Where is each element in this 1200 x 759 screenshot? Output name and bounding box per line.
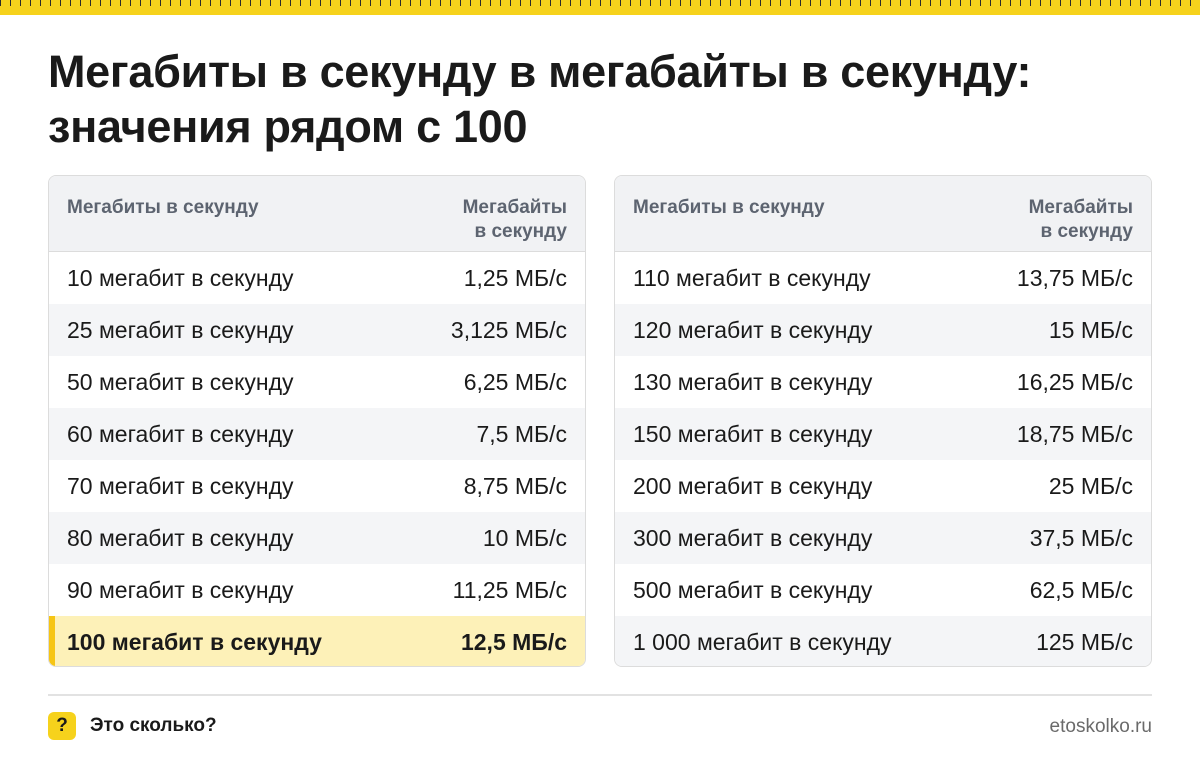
- question-icon: ?: [48, 712, 76, 740]
- page-title: Мегабиты в секунду в мегабайты в секунду…: [48, 46, 1032, 152]
- cell-mbyte: 11,25 МБ/с: [452, 576, 567, 603]
- header-mbyte: Мегабайты в секунду: [1028, 197, 1133, 242]
- table-row: 110 мегабит в секунду 13,75 МБ/с: [615, 252, 1151, 304]
- header-mbit: Мегабиты в секунду: [67, 197, 259, 218]
- cell-mbit: 60 мегабит в секунду: [67, 420, 294, 447]
- cell-mbit: 500 мегабит в секунду: [633, 576, 873, 603]
- table-header: Мегабиты в секунду Мегабайты в секунду: [615, 176, 1151, 252]
- cell-mbyte: 6,25 МБ/с: [463, 368, 567, 395]
- table-header: Мегабиты в секунду Мегабайты в секунду: [49, 176, 585, 252]
- cell-mbit: 130 мегабит в секунду: [633, 368, 873, 395]
- cell-mbyte: 8,75 МБ/с: [463, 472, 567, 499]
- table-row: 1 000 мегабит в секунду 125 МБ/с: [615, 616, 1151, 666]
- table-row: 120 мегабит в секунду 15 МБ/с: [615, 304, 1151, 356]
- cell-mbit: 150 мегабит в секунду: [633, 420, 873, 447]
- cell-mbyte: 25 МБ/с: [1048, 472, 1133, 499]
- table-row: 300 мегабит в секунду 37,5 МБ/с: [615, 512, 1151, 564]
- cell-mbyte: 15 МБ/с: [1048, 316, 1133, 343]
- table-row: 70 мегабит в секунду 8,75 МБ/с: [49, 460, 585, 512]
- conversion-table-left: Мегабиты в секунду Мегабайты в секунду 1…: [48, 175, 586, 667]
- cell-mbyte: 12,5 МБ/с: [460, 628, 567, 655]
- cell-mbit: 120 мегабит в секунду: [633, 316, 873, 343]
- cell-mbyte: 7,5 МБ/с: [476, 420, 567, 447]
- header-mbit: Мегабиты в секунду: [633, 197, 825, 218]
- cell-mbit: 10 мегабит в секунду: [67, 264, 294, 291]
- cell-mbit: 1 000 мегабит в секунду: [633, 628, 892, 655]
- cell-mbit: 110 мегабит в секунду: [633, 264, 871, 291]
- cell-mbit: 90 мегабит в секунду: [67, 576, 294, 603]
- brand-name: Это сколько?: [90, 715, 217, 736]
- table-row: 130 мегабит в секунду 16,25 МБ/с: [615, 356, 1151, 408]
- cell-mbyte: 16,25 МБ/с: [1016, 368, 1133, 395]
- table-row: 200 мегабит в секунду 25 МБ/с: [615, 460, 1151, 512]
- cell-mbit: 100 мегабит в секунду: [67, 628, 322, 655]
- table-row: 60 мегабит в секунду 7,5 МБ/с: [49, 408, 585, 460]
- cell-mbyte: 1,25 МБ/с: [463, 264, 567, 291]
- conversion-table-right: Мегабиты в секунду Мегабайты в секунду 1…: [614, 175, 1152, 667]
- table-row: 50 мегабит в секунду 6,25 МБ/с: [49, 356, 585, 408]
- cell-mbyte: 37,5 МБ/с: [1029, 524, 1133, 551]
- table-row: 150 мегабит в секунду 18,75 МБ/с: [615, 408, 1151, 460]
- cell-mbit: 50 мегабит в секунду: [67, 368, 294, 395]
- cell-mbit: 300 мегабит в секунду: [633, 524, 873, 551]
- header-mbyte: Мегабайты в секунду: [462, 197, 567, 242]
- footer-divider: [48, 694, 1152, 696]
- site-url[interactable]: etoskolko.ru: [1049, 716, 1152, 737]
- table-row: 10 мегабит в секунду 1,25 МБ/с: [49, 252, 585, 304]
- table-row: 25 мегабит в секунду 3,125 МБ/с: [49, 304, 585, 356]
- cell-mbyte: 13,75 МБ/с: [1016, 264, 1133, 291]
- cell-mbit: 80 мегабит в секунду: [67, 524, 294, 551]
- ruler-stripe: [0, 0, 1200, 15]
- table-row: 90 мегабит в секунду 11,25 МБ/с: [49, 564, 585, 616]
- table-row: 500 мегабит в секунду 62,5 МБ/с: [615, 564, 1151, 616]
- brand-block: ? Это сколько?: [48, 712, 217, 740]
- cell-mbyte: 10 МБ/с: [482, 524, 567, 551]
- table-row: 100 мегабит в секунду 12,5 МБ/с: [49, 616, 585, 666]
- cell-mbit: 25 мегабит в секунду: [67, 316, 294, 343]
- table-row: 80 мегабит в секунду 10 МБ/с: [49, 512, 585, 564]
- cell-mbyte: 125 МБ/с: [1036, 628, 1133, 655]
- cell-mbyte: 18,75 МБ/с: [1016, 420, 1133, 447]
- cell-mbit: 200 мегабит в секунду: [633, 472, 873, 499]
- cell-mbyte: 62,5 МБ/с: [1029, 576, 1133, 603]
- cell-mbyte: 3,125 МБ/с: [450, 316, 567, 343]
- cell-mbit: 70 мегабит в секунду: [67, 472, 294, 499]
